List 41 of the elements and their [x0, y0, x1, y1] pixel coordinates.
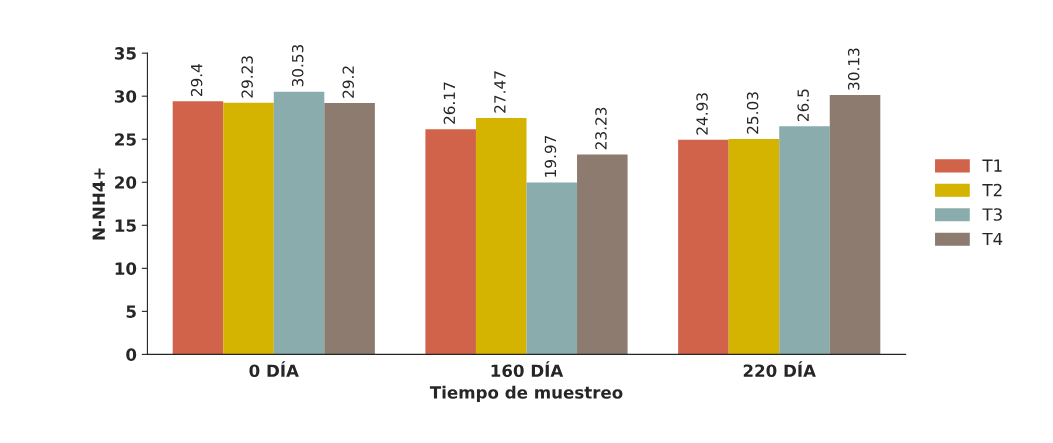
y-axis-title: N-NH4+	[92, 168, 105, 240]
legend-label: T2	[982, 183, 1002, 197]
y-tick-label: 35	[114, 47, 136, 60]
data-label: 19.97	[544, 135, 557, 177]
bar	[324, 103, 375, 355]
data-label: 26.17	[443, 82, 456, 124]
x-tick-label: 160 DÍA	[491, 361, 564, 378]
data-label: 25.03	[746, 92, 759, 134]
data-label: 29.23	[241, 56, 253, 98]
y-tick-label: 15	[115, 219, 136, 232]
bar	[829, 95, 881, 355]
y-tick-label: 20	[115, 176, 137, 189]
data-label: 23.23	[595, 107, 607, 150]
bar	[526, 182, 578, 355]
bar	[475, 117, 527, 355]
bar	[678, 139, 729, 355]
x-tick-label: 220 DÍA	[743, 361, 816, 378]
x-tick-label: 0 DÍA	[249, 361, 299, 378]
data-label: 29.2	[342, 66, 355, 98]
x-axis-title: Tiempo de muestreo	[429, 385, 623, 402]
bar	[273, 91, 325, 355]
bar	[425, 129, 476, 355]
y-tick-label: 0	[126, 348, 137, 361]
bar	[223, 102, 274, 355]
legend-label: T4	[982, 232, 1003, 246]
data-label: 30.53	[291, 44, 304, 87]
bar	[728, 138, 780, 355]
data-label: 29.4	[190, 64, 203, 97]
legend-label: T1	[982, 159, 1002, 172]
bar	[577, 154, 628, 355]
y-tick-label: 10	[115, 262, 137, 275]
y-tick-label: 25	[115, 133, 136, 146]
data-label: 26.5	[797, 89, 809, 122]
data-label: 27.47	[494, 71, 506, 113]
bar	[779, 126, 830, 355]
legend-label: T3	[982, 208, 1002, 221]
data-label: 24.93	[696, 93, 708, 135]
bar	[172, 101, 224, 355]
data-label: 30.13	[847, 48, 860, 90]
y-tick-label: 30	[114, 90, 137, 103]
y-tick-label: 5	[126, 305, 136, 318]
